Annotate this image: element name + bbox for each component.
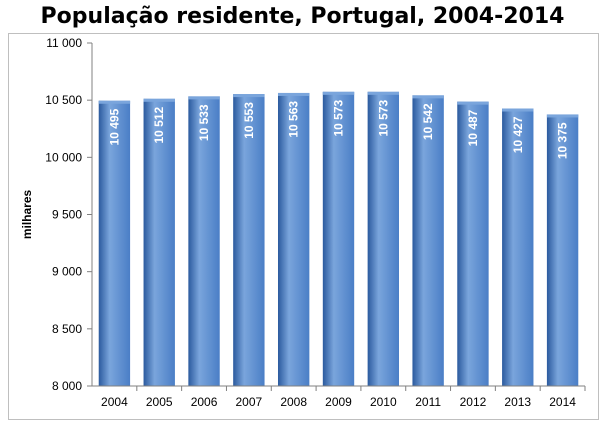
bar-top [502,108,534,112]
bar [188,96,220,386]
data-label: 10 563 [287,101,301,138]
y-axis: 8 000 8 500 9 000 9 500 10 000 10 500 11 000 [45,36,93,393]
x-tick-label: 2007 [236,395,263,409]
bar-top [233,94,265,98]
data-label: 10 487 [466,109,480,146]
x-tick-label: 2014 [549,395,576,409]
x-tick-label: 2012 [460,395,487,409]
bars: 10 495 10 512 10 533 10 553 10 563 10 573 10 5… [98,91,579,387]
bar-top [546,114,579,118]
x-tick-label: 2005 [146,395,173,409]
data-label: 10 533 [197,104,211,141]
bar-top [322,91,355,95]
x-axis: 2004 2005 2006 2007 2008 2009 2010 2011 2012 2013… [92,385,586,409]
bar [457,101,489,386]
data-label: 10 375 [556,122,570,159]
bar-top [457,101,489,105]
data-label: 10 573 [332,99,346,136]
bar-top [367,91,400,95]
data-label: 10 542 [421,103,435,140]
bar-top [143,98,175,102]
bar-top [188,96,220,100]
bar [233,94,265,387]
data-label: 10 553 [242,102,256,139]
bar [412,95,444,386]
bar [546,114,579,386]
data-label: 10 573 [376,99,390,136]
bar [277,92,310,386]
bar-top [412,95,444,99]
x-tick-label: 2008 [280,395,307,409]
y-tick-label: 9 000 [52,265,82,279]
bar [143,98,175,386]
x-tick-label: 2013 [504,395,531,409]
y-tick-label: 10 000 [45,150,82,164]
bar-top [98,100,131,104]
data-label: 10 427 [511,116,525,153]
data-label: 10 495 [107,108,121,145]
x-tick-label: 2004 [101,395,128,409]
y-tick-label: 11 000 [46,36,82,50]
bar [502,108,534,386]
x-tick-label: 2006 [191,395,218,409]
bar [322,91,355,386]
data-label: 10 512 [152,106,166,143]
bar [367,91,400,386]
chart-title: População residente, Portugal, 2004-2014 [40,4,565,29]
x-tick-label: 2011 [415,395,441,409]
x-tick-label: 2010 [370,395,397,409]
y-axis-label: milhares [20,189,34,239]
x-tick-label: 2009 [325,395,352,409]
y-tick-label: 10 500 [45,93,82,107]
bar [98,100,131,386]
bar-top [277,92,310,96]
y-tick-label: 8 000 [52,379,82,393]
y-tick-label: 9 500 [52,208,82,222]
y-tick-label: 8 500 [52,322,82,336]
